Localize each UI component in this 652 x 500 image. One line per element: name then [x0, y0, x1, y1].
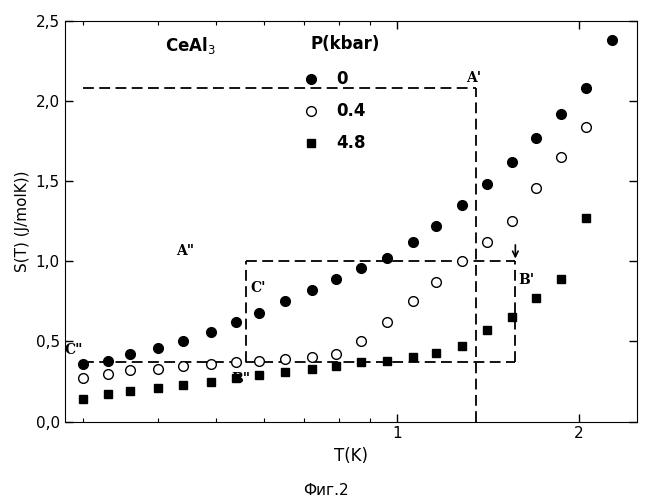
Text: C": C": [65, 344, 83, 357]
Text: A": A": [176, 244, 194, 258]
Text: B': B': [518, 272, 535, 286]
Text: B": B": [231, 372, 250, 386]
Text: C': C': [250, 280, 266, 294]
Text: 0: 0: [336, 70, 348, 88]
Text: P(kbar): P(kbar): [311, 35, 380, 53]
X-axis label: T(K): T(K): [334, 447, 368, 465]
Text: A': A': [466, 71, 481, 85]
Text: 4.8: 4.8: [336, 134, 366, 152]
Text: 0.4: 0.4: [336, 102, 366, 120]
Y-axis label: S(T) (J/molK)): S(T) (J/molK)): [15, 170, 30, 272]
Text: Фиг.2: Фиг.2: [303, 483, 349, 498]
Text: CeAl$_3$: CeAl$_3$: [165, 35, 215, 56]
